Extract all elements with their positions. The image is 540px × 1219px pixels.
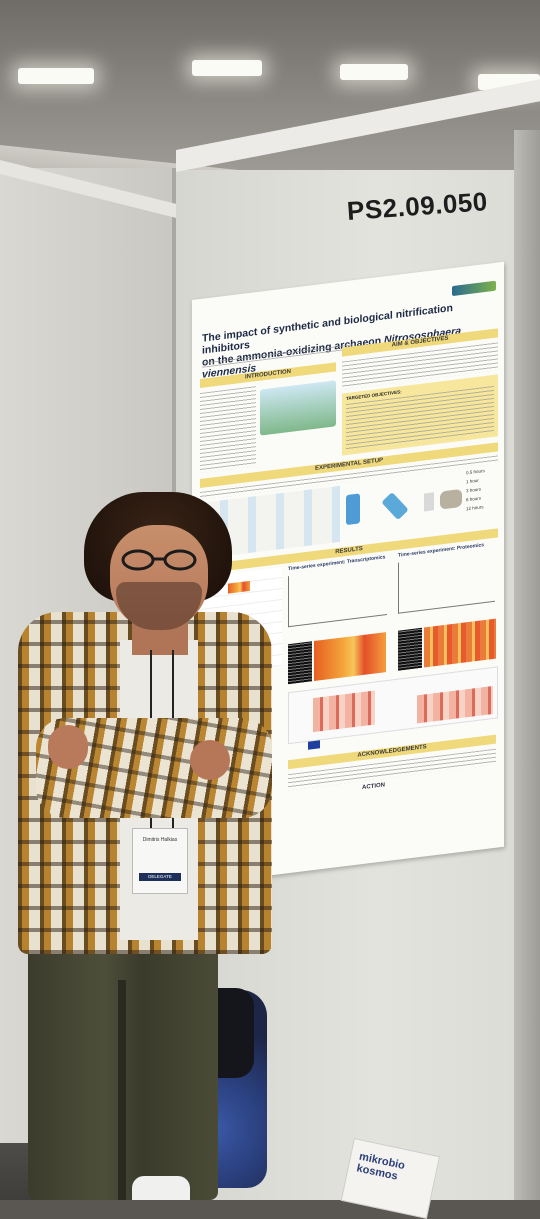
scatter-plot-transcriptomics [288, 564, 387, 628]
ceiling-light [340, 64, 408, 80]
ceiling-light [18, 68, 94, 84]
centrifuge-icon [440, 488, 462, 510]
flask-icon [346, 493, 360, 526]
right-hand [190, 740, 230, 780]
eu-flag-icon [308, 740, 320, 750]
timepoint-list: 0.5 hours 1 hour 3 hours 6 hours 12 hour… [466, 466, 500, 515]
volcano-plot-right [398, 627, 422, 671]
heatmap-table-left [313, 690, 375, 733]
badge-name: Dimitris Halkias [142, 837, 178, 843]
heatmap-table-right [417, 686, 493, 724]
action-logo: ACTION [362, 782, 385, 792]
heatmap-transcriptomics [314, 632, 386, 682]
badge-type: DELEGATE [139, 873, 181, 881]
heatmap-proteomics [424, 618, 496, 668]
name-badge: Dimitris Halkias DELEGATE [132, 828, 188, 894]
shoe [132, 1176, 190, 1200]
filter-icon [424, 492, 434, 512]
booklet-title: mikrobio kosmos [356, 1151, 406, 1184]
left-hand [48, 725, 88, 769]
scatter-plot-proteomics [398, 550, 495, 614]
pants-gap [118, 980, 126, 1200]
bottle-icon [381, 491, 409, 521]
presenter: Dimitris Halkias DELEGATE [18, 492, 272, 1200]
poster-logo-icon [452, 280, 496, 297]
booth-post [514, 130, 540, 1200]
ceiling-light [192, 60, 262, 76]
glasses-icon [121, 549, 197, 571]
